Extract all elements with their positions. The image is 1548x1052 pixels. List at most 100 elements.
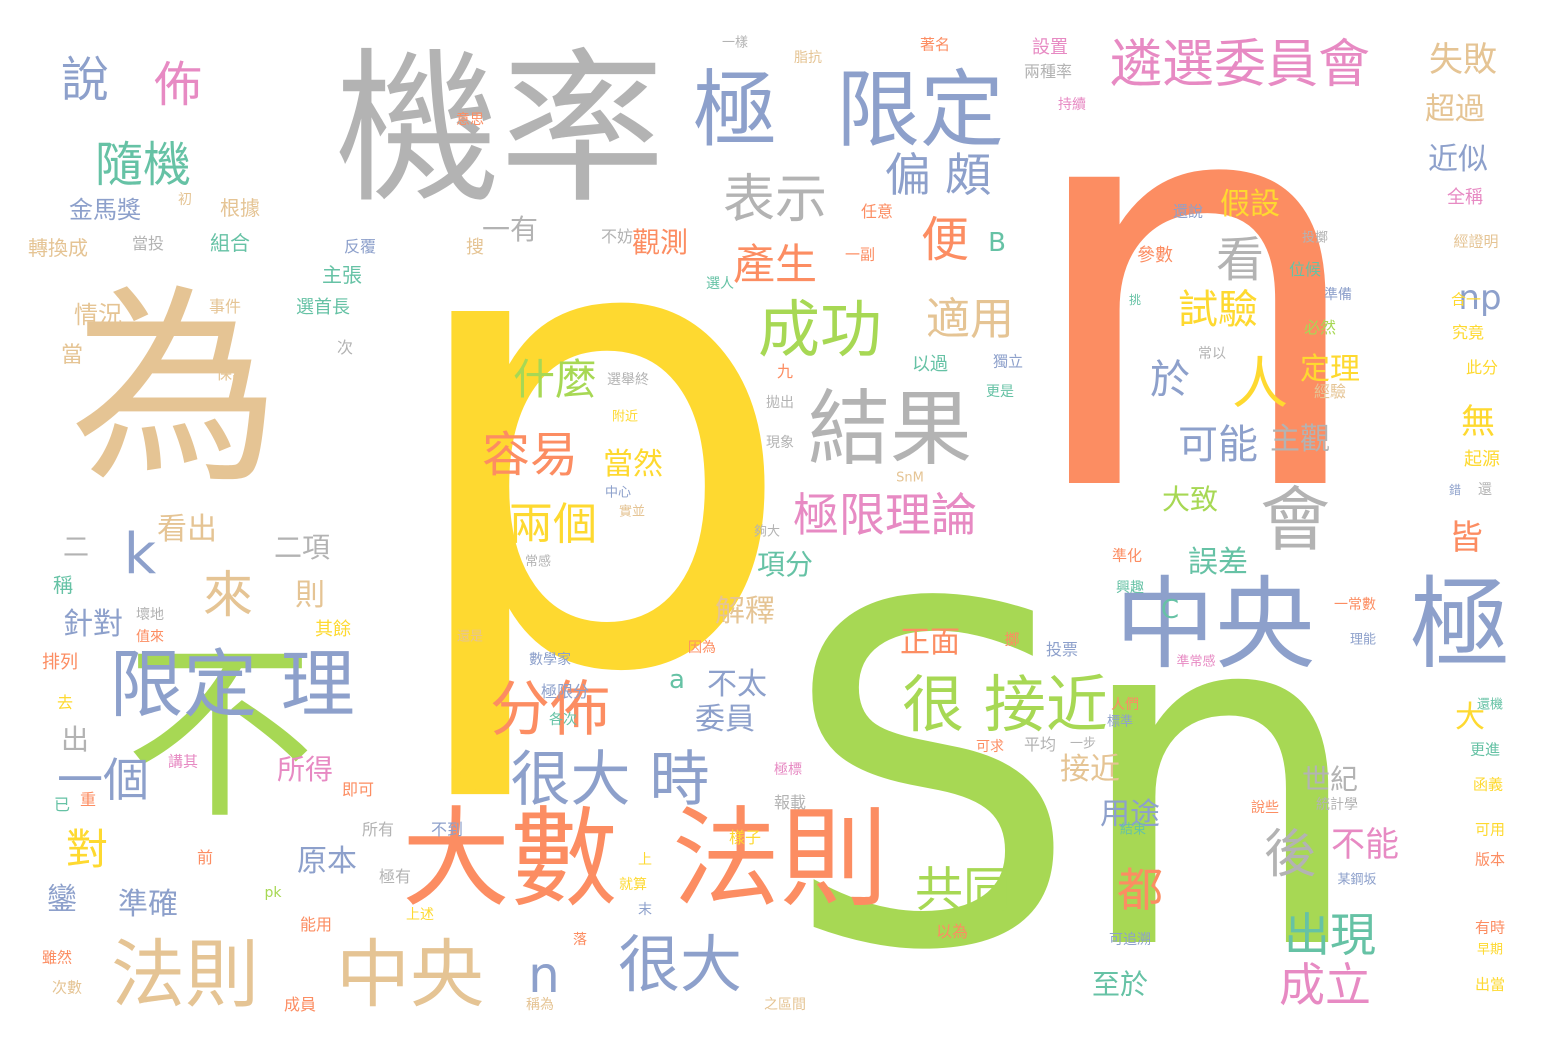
cloud-word: 附近 (611, 409, 639, 425)
cloud-word: 二 (62, 533, 90, 563)
cloud-word: 為 (69, 267, 281, 512)
cloud-word: 有時 (1474, 918, 1506, 937)
cloud-word: 常感 (524, 554, 552, 570)
cloud-word: 一樣 (721, 35, 749, 51)
cloud-word: 產生 (732, 240, 818, 289)
cloud-word: 經驗 (1313, 382, 1347, 401)
cloud-word: 解釋 (715, 594, 775, 629)
cloud-word: 一有 (481, 213, 539, 246)
cloud-word: 分佈 (490, 675, 610, 745)
cloud-word: 超過 (1425, 92, 1485, 127)
cloud-word: 拋出 (766, 395, 794, 411)
cloud-word: 結束 (1119, 822, 1147, 838)
cloud-word: k (123, 522, 157, 587)
cloud-word: 可能 (1178, 422, 1258, 468)
cloud-word: 還機 (1476, 697, 1504, 713)
cloud-word: 平均 (1023, 735, 1057, 754)
cloud-word: 稱 (53, 573, 73, 597)
cloud-word: 出 (60, 723, 90, 756)
cloud-word: 都 (1117, 863, 1163, 917)
cloud-word: 九 (776, 362, 794, 381)
cloud-word: 近似 (1428, 142, 1488, 177)
cloud-word: 主觀 (1270, 422, 1330, 457)
cloud-word: 反覆 (343, 237, 377, 256)
cloud-word: a (669, 665, 685, 695)
cloud-word: 脂抗 (794, 50, 822, 66)
cloud-word: 任意 (860, 202, 894, 221)
cloud-word: 極標 (774, 762, 802, 778)
cloud-word: 不 (124, 624, 316, 845)
cloud-word: SnM (896, 470, 924, 486)
cloud-word: 已 (53, 795, 71, 814)
cloud-word: 共同 (914, 862, 1012, 918)
cloud-word: 人們 (1111, 697, 1139, 713)
cloud-word: 次數 (51, 978, 83, 997)
cloud-word: 持續 (1058, 97, 1086, 113)
cloud-word: 實並 (618, 504, 646, 520)
cloud-word: 壞地 (136, 607, 164, 623)
cloud-word: 則 (295, 578, 325, 613)
cloud-word: 興趣 (1116, 580, 1144, 596)
cloud-word: 來 (203, 566, 253, 624)
cloud-word: 經證明 (1453, 232, 1499, 251)
cloud-word: 說些 (1251, 800, 1279, 816)
cloud-word: 法則 (111, 932, 259, 1018)
cloud-word: 大致 (1161, 483, 1219, 516)
cloud-word: 至於 (1091, 968, 1149, 1001)
cloud-word: 什麼 (512, 355, 598, 404)
cloud-word: 會 (1260, 479, 1330, 561)
cloud-word: 失敗 (1429, 40, 1497, 80)
cloud-word: 一個 (57, 753, 149, 807)
cloud-word: 次 (336, 338, 354, 357)
cloud-word: 於 (1150, 357, 1190, 403)
cloud-word: 雖然 (41, 948, 73, 967)
cloud-word: 一副 (844, 245, 876, 264)
cloud-word: 中央 (336, 932, 484, 1018)
cloud-word: 去 (56, 693, 74, 712)
cloud-word: 很大 時 (510, 745, 710, 815)
cloud-word: 之區間 (764, 997, 806, 1013)
cloud-word: 項分 (756, 548, 814, 581)
cloud-word: 不妨 (600, 227, 634, 246)
cloud-word: 對 (65, 825, 109, 874)
cloud-word: 選人 (706, 276, 734, 292)
cloud-word: 根據 (220, 196, 260, 220)
cloud-word: 適用 (926, 294, 1014, 345)
cloud-word: 成功 (757, 293, 883, 366)
cloud-word: 便 (920, 212, 970, 268)
cloud-word: 極 (692, 61, 778, 159)
cloud-word: 成員 (283, 995, 317, 1014)
cloud-word: 容易 (481, 427, 579, 483)
cloud-word: 一常數 (1334, 597, 1376, 613)
cloud-word: 準確 (118, 887, 178, 922)
cloud-word: 還說 (1172, 202, 1204, 221)
cloud-word: 遴選委員會 (1109, 35, 1371, 95)
cloud-word: 能用 (299, 915, 333, 934)
cloud-word: 著名 (919, 35, 951, 54)
cloud-word: 還是 (456, 629, 484, 645)
cloud-word: 起源 (1464, 449, 1500, 470)
cloud-word: 偏 頗 (884, 148, 992, 202)
cloud-word: 上 (638, 852, 652, 868)
cloud-word: 所得 (276, 753, 334, 786)
cloud-word: 一步 (1069, 736, 1097, 752)
cloud-word: 機率 (335, 33, 665, 226)
cloud-word: 此分 (1465, 358, 1499, 377)
cloud-word: 事件 (208, 297, 242, 316)
cloud-word: 意思 (456, 112, 484, 128)
cloud-word: 兩個 (509, 499, 597, 550)
cloud-word: 更進 (1469, 740, 1501, 759)
cloud-word: 上述 (406, 907, 434, 923)
cloud-word: 究竟 (1451, 323, 1485, 342)
cloud-word: C (1160, 595, 1180, 625)
cloud-word: 初 (178, 192, 192, 208)
cloud-word: 因為 (688, 640, 716, 656)
cloud-word: 投票 (1045, 640, 1079, 659)
cloud-word: 準備 (1324, 287, 1352, 303)
cloud-word: 用途 (1100, 797, 1160, 832)
cloud-word: 定理 (1300, 352, 1360, 387)
cloud-word: 針對 (63, 607, 123, 642)
cloud-word: 可求 (976, 739, 1004, 755)
cloud-word: 不到 (430, 820, 464, 839)
